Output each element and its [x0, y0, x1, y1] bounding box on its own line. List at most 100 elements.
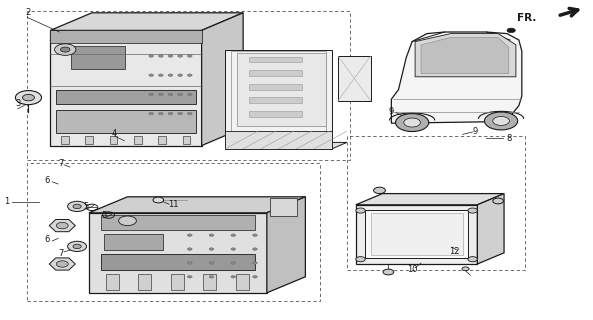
Polygon shape	[421, 37, 509, 74]
Polygon shape	[225, 50, 332, 149]
Bar	[134, 136, 142, 144]
Circle shape	[178, 55, 183, 57]
Text: FR.: FR.	[517, 12, 537, 23]
Circle shape	[462, 267, 469, 271]
Circle shape	[168, 55, 173, 57]
Circle shape	[404, 118, 420, 127]
Circle shape	[253, 248, 257, 250]
Circle shape	[187, 112, 192, 115]
Circle shape	[253, 262, 257, 264]
Bar	[56, 110, 196, 133]
Bar	[203, 274, 216, 290]
Text: 4: 4	[112, 129, 117, 138]
Text: 2: 2	[25, 8, 30, 17]
Circle shape	[484, 112, 518, 130]
Circle shape	[168, 74, 173, 76]
Circle shape	[158, 55, 163, 57]
Circle shape	[253, 276, 257, 278]
Polygon shape	[49, 258, 75, 270]
Circle shape	[231, 262, 235, 264]
Polygon shape	[89, 213, 267, 293]
Bar	[71, 46, 125, 69]
Circle shape	[15, 91, 42, 105]
Circle shape	[119, 216, 136, 226]
Text: 12: 12	[449, 247, 460, 256]
Circle shape	[158, 74, 163, 76]
Circle shape	[209, 262, 214, 264]
Circle shape	[187, 74, 192, 76]
Bar	[101, 215, 255, 230]
Circle shape	[178, 112, 183, 115]
Bar	[85, 136, 93, 144]
Bar	[27, 11, 350, 160]
Bar	[249, 57, 302, 62]
Text: 8: 8	[506, 134, 512, 143]
Bar	[249, 111, 302, 117]
Circle shape	[507, 28, 515, 33]
Circle shape	[187, 276, 192, 278]
Bar	[270, 198, 296, 216]
Bar	[249, 70, 302, 76]
Circle shape	[187, 55, 192, 57]
Bar	[249, 97, 302, 103]
Bar	[347, 136, 525, 270]
Circle shape	[468, 257, 477, 262]
Circle shape	[396, 114, 429, 132]
Circle shape	[209, 234, 214, 236]
Bar	[231, 51, 326, 146]
Circle shape	[168, 112, 173, 115]
Circle shape	[153, 197, 164, 203]
Text: 3: 3	[15, 100, 21, 108]
Circle shape	[178, 74, 183, 76]
Text: 7: 7	[58, 249, 64, 258]
Circle shape	[253, 234, 257, 236]
Bar	[236, 274, 249, 290]
Polygon shape	[415, 34, 516, 77]
Text: 1: 1	[5, 197, 9, 206]
Polygon shape	[50, 13, 243, 30]
Circle shape	[149, 93, 154, 96]
Circle shape	[149, 112, 154, 115]
Circle shape	[468, 208, 477, 213]
Polygon shape	[225, 142, 347, 149]
Circle shape	[68, 241, 87, 252]
Text: 9: 9	[389, 107, 394, 116]
Circle shape	[73, 244, 81, 249]
Bar	[365, 210, 468, 258]
Bar	[138, 274, 151, 290]
Bar	[104, 234, 163, 250]
Polygon shape	[49, 220, 75, 232]
Circle shape	[493, 116, 509, 125]
Circle shape	[56, 222, 68, 229]
Polygon shape	[356, 205, 477, 264]
Circle shape	[356, 257, 365, 262]
Circle shape	[158, 93, 163, 96]
Polygon shape	[356, 194, 504, 205]
Text: 9: 9	[473, 127, 478, 136]
Circle shape	[231, 248, 235, 250]
Polygon shape	[338, 56, 371, 101]
Polygon shape	[391, 32, 522, 123]
Circle shape	[493, 198, 503, 204]
Text: 5: 5	[84, 202, 88, 211]
Polygon shape	[477, 194, 504, 264]
Circle shape	[158, 112, 163, 115]
Polygon shape	[237, 53, 326, 126]
Polygon shape	[225, 131, 332, 149]
Circle shape	[149, 55, 154, 57]
Text: 7: 7	[58, 159, 64, 168]
Circle shape	[231, 276, 235, 278]
Text: 11: 11	[168, 200, 178, 209]
Circle shape	[187, 262, 192, 264]
Bar	[371, 213, 463, 255]
Bar	[158, 136, 166, 144]
Circle shape	[374, 187, 385, 194]
Circle shape	[187, 93, 192, 96]
Bar	[27, 163, 320, 301]
Circle shape	[23, 94, 34, 101]
Circle shape	[178, 93, 183, 96]
Bar	[106, 274, 119, 290]
Bar	[61, 136, 69, 144]
Circle shape	[68, 201, 87, 212]
Bar	[101, 254, 255, 270]
